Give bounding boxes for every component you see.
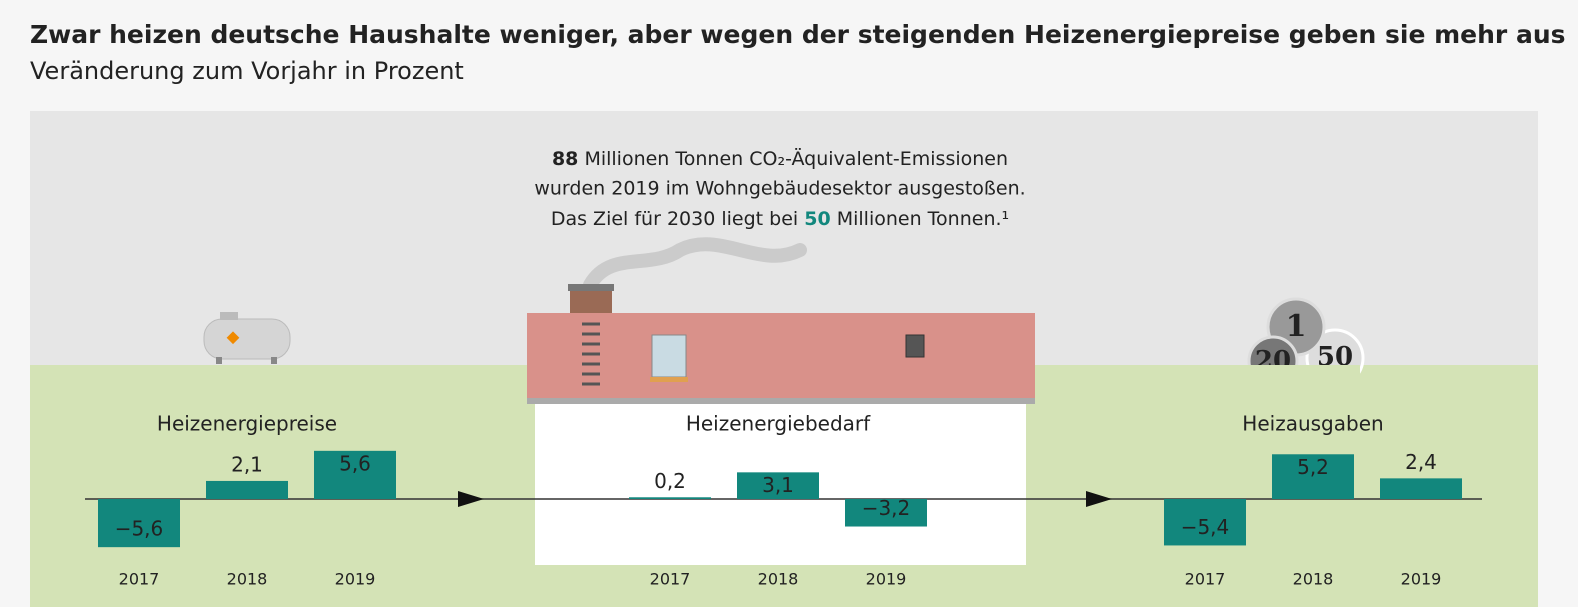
title: Zwar heizen deutsche Haushalte weniger, … [30, 20, 1566, 49]
value-label: −3,2 [862, 496, 911, 520]
value-label: 0,2 [654, 469, 686, 493]
value-label: −5,4 [1181, 515, 1230, 539]
bar [737, 472, 819, 499]
value-label: −5,6 [115, 517, 164, 541]
bar [1380, 478, 1462, 499]
x-tick-label: 2019 [1401, 570, 1442, 589]
house [527, 284, 1035, 565]
arrow [1086, 491, 1112, 507]
arrow [458, 491, 484, 507]
text: Millionen Tonnen.¹ [837, 208, 1009, 230]
chart-title: Heizenergiepreise [157, 412, 337, 436]
value-label: 3,1 [762, 473, 794, 497]
bar [98, 499, 180, 548]
text: Millionen Tonnen CO₂-Äquivalent-Emission… [584, 147, 1008, 170]
x-tick-label: 2017 [1185, 570, 1226, 589]
bar [629, 497, 711, 499]
value-label: 5,6 [339, 451, 371, 475]
value-label: 2,1 [231, 452, 263, 476]
smoke [583, 237, 807, 292]
x-tick-label: 2017 [650, 570, 691, 589]
chart-title: Heizausgaben [1242, 412, 1383, 436]
value-label: 2,4 [1405, 450, 1437, 474]
chart-title: Heizenergiebedarf [686, 412, 871, 436]
target: 50 [804, 208, 830, 230]
annotation-line: wurden 2019 im Wohngebäudesektor ausgest… [534, 178, 1025, 200]
bar [1164, 499, 1246, 546]
x-tick-label: 2018 [227, 570, 268, 589]
value-label: 5,2 [1297, 455, 1329, 479]
x-tick-label: 2017 [119, 570, 160, 589]
x-tick-label: 2018 [758, 570, 799, 589]
ground [1230, 365, 1360, 395]
x-tick-label: 2019 [866, 570, 907, 589]
subtitle: Veränderung zum Vorjahr in Prozent [30, 57, 464, 85]
emissions: 88 [552, 148, 578, 170]
svg-text:1: 1 [1286, 309, 1307, 344]
x-tick-label: 2018 [1293, 570, 1334, 589]
oil-tank [203, 312, 291, 364]
bar [206, 480, 288, 499]
annotation-line: 88 Millionen Tonnen CO₂-Äquivalent-Emiss… [552, 147, 1008, 170]
bar [845, 499, 927, 527]
annotation-line: Das Ziel für 2030 liegt bei 50 Millionen… [551, 208, 1009, 230]
bar [1272, 454, 1354, 499]
x-tick-label: 2019 [335, 570, 376, 589]
bar [314, 450, 396, 499]
text: Das Ziel für 2030 liegt bei [551, 208, 798, 230]
